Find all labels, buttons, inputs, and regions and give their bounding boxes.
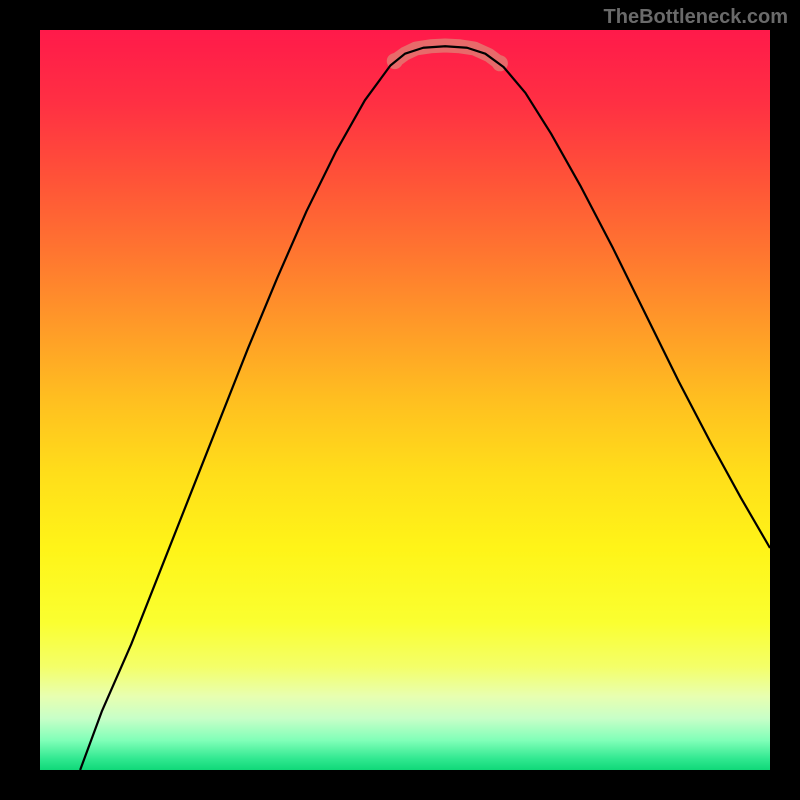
bottleneck-curve-chart — [0, 0, 800, 800]
plot-background — [40, 30, 770, 770]
watermark-text: TheBottleneck.com — [604, 6, 788, 29]
chart-container: TheBottleneck.com — [0, 0, 800, 800]
